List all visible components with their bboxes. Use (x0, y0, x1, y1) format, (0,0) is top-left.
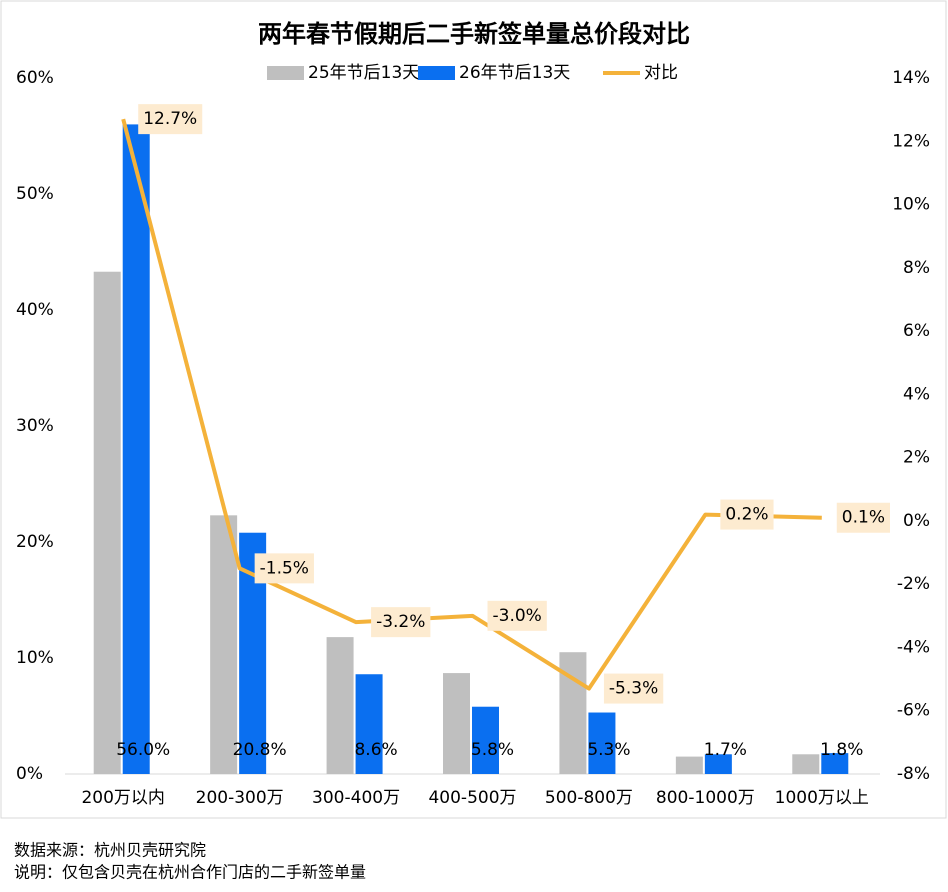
value-label-box (720, 499, 774, 530)
value-label: -3.2% (376, 612, 425, 632)
bar (443, 673, 470, 774)
value-label: 56.0% (116, 740, 170, 760)
bar (821, 753, 849, 774)
value-label: 5.3% (587, 740, 630, 760)
y2-tick-label: -8% (897, 764, 930, 784)
y-tick-label: 10% (16, 648, 54, 668)
chart-frame (0, 0, 947, 819)
bar (704, 754, 732, 774)
legend-label: 25年节后13天 (308, 63, 419, 83)
value-label-box (138, 104, 203, 135)
x-tick-label: 1000万以上 (775, 788, 869, 808)
bar (326, 637, 354, 774)
legend-swatch (418, 66, 455, 80)
y-tick-label: 0% (16, 764, 43, 784)
bar (355, 674, 383, 774)
y2-tick-label: -6% (897, 701, 930, 721)
value-label: 5.8% (471, 740, 514, 760)
bar (588, 712, 616, 774)
y2-tick-label: 10% (892, 195, 930, 215)
x-tick-label: 400-500万 (428, 788, 516, 808)
x-tick-label: 300-400万 (312, 788, 400, 808)
x-tick-label: 800-1000万 (656, 788, 755, 808)
value-label: -5.3% (609, 679, 658, 699)
value-label: -1.5% (260, 558, 309, 578)
value-label: 0.1% (842, 508, 885, 528)
value-label: 1.8% (820, 740, 863, 760)
value-label-box (254, 553, 314, 584)
value-label-box (836, 502, 890, 533)
y2-tick-label: 2% (903, 448, 930, 468)
footer-note: 数据来源：杭州贝壳研究院 (14, 841, 206, 860)
y2-tick-label: 4% (903, 384, 930, 404)
bar (675, 756, 703, 774)
y2-tick-label: 8% (903, 258, 930, 278)
chart-title: 两年春节假期后二手新签单量总价段对比 (258, 20, 690, 48)
bar (122, 124, 150, 774)
value-label: 0.2% (725, 505, 768, 525)
y2-tick-label: 12% (892, 131, 930, 151)
y2-tick-label: 14% (892, 68, 930, 88)
y-tick-label: 30% (16, 416, 54, 436)
legend-label: 26年节后13天 (459, 63, 570, 83)
y-tick-label: 60% (16, 68, 54, 88)
line (121, 118, 822, 691)
value-label: 1.7% (704, 740, 747, 760)
bar (792, 754, 820, 774)
bar (210, 515, 238, 774)
value-label: -3.0% (493, 606, 542, 626)
y-tick-label: 50% (16, 184, 54, 204)
footer-note: 说明：仅包含贝壳在杭州合作门店的二手新签单量 (14, 863, 366, 882)
value-label: 12.7% (143, 109, 197, 129)
y-tick-label: 20% (16, 532, 54, 552)
x-tick-label: 200-300万 (196, 788, 284, 808)
y2-tick-label: -4% (897, 637, 930, 657)
value-label-box (603, 673, 664, 704)
y2-tick-label: -2% (897, 574, 930, 594)
y-tick-label: 40% (16, 300, 54, 320)
value-label: 8.6% (354, 740, 397, 760)
x-tick-label: 500-800万 (545, 788, 633, 808)
legend-swatch (267, 66, 304, 80)
bar (93, 271, 121, 774)
value-label: 20.8% (233, 740, 287, 760)
bar (472, 706, 499, 774)
x-tick-label: 200万以内 (81, 788, 164, 808)
y2-tick-label: 6% (903, 321, 930, 341)
value-label-box (487, 600, 547, 631)
value-label-box (371, 607, 431, 638)
legend-label: 对比 (644, 63, 678, 83)
y2-tick-label: 0% (903, 511, 930, 531)
